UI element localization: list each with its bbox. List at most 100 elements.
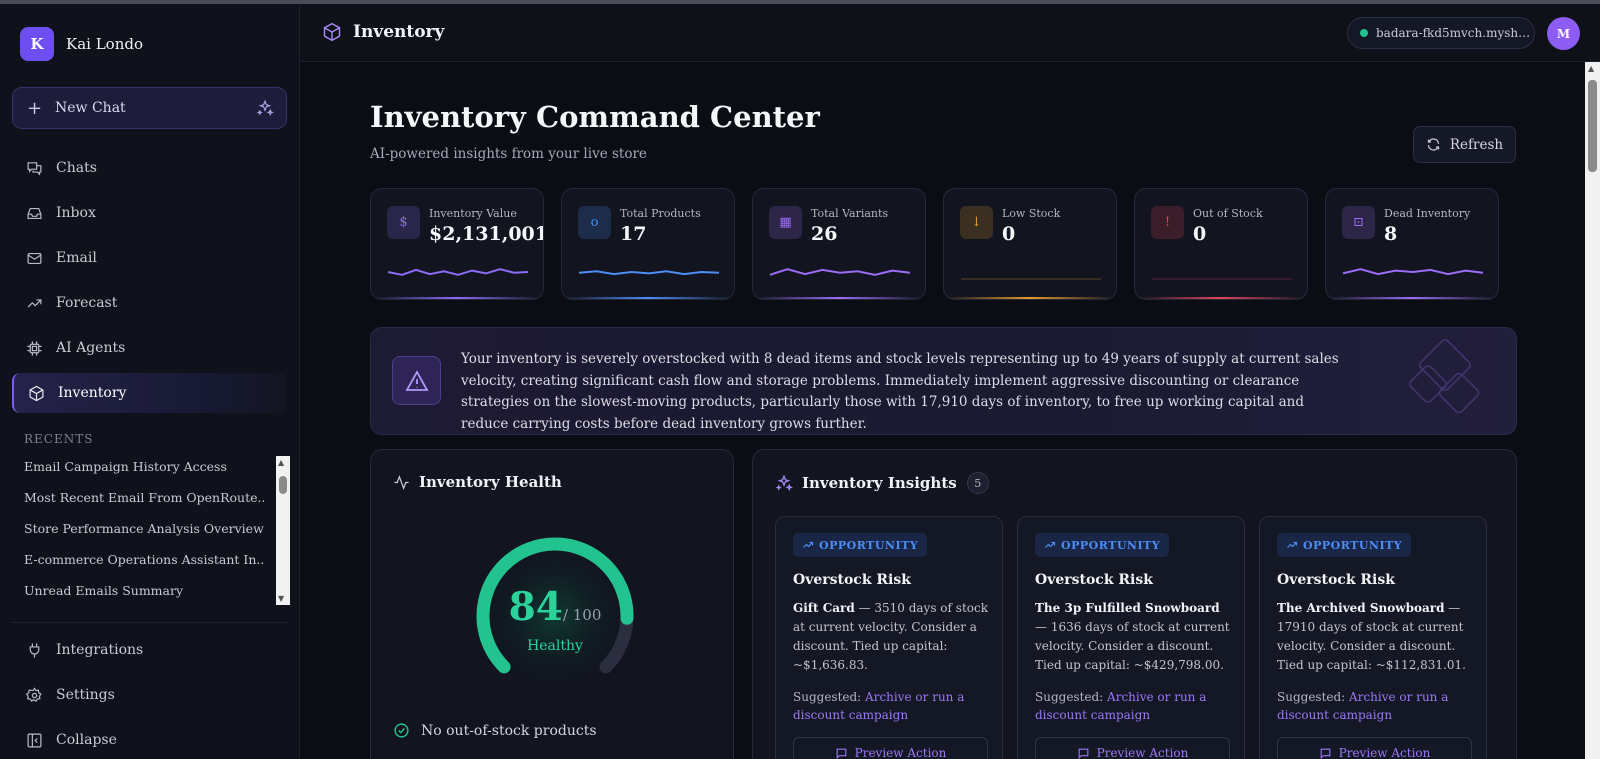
recents-heading: RECENTS	[24, 432, 94, 446]
scroll-up-arrow-icon[interactable]: ▲	[1588, 64, 1595, 73]
health-score: 84/ 100	[465, 584, 645, 630]
user-avatar[interactable]: M	[1547, 17, 1580, 50]
health-check-item: No out-of-stock products	[393, 722, 597, 739]
sparkline-path	[1342, 268, 1484, 276]
health-score-max: / 100	[562, 606, 602, 624]
sidebar-item-inventory[interactable]: Inventory	[12, 373, 287, 413]
product-name: The 3p Fulfilled Snowboard	[1035, 601, 1220, 615]
suggestion-label: Suggested:	[1035, 690, 1108, 704]
warning-icon	[392, 356, 441, 405]
box-icon	[323, 22, 341, 42]
kpi-card-total-variants[interactable]: ▦ Total Variants 26	[752, 188, 926, 300]
refresh-button[interactable]: Refresh	[1413, 126, 1516, 163]
insights-title: Inventory Insights	[802, 474, 957, 492]
insight-card: OPPORTUNITY Overstock Risk The Archived …	[1259, 516, 1487, 759]
kpi-card-low-stock[interactable]: ↓ Low Stock 0	[943, 188, 1117, 300]
inventory-health-panel: Inventory Health 84/ 100 Healthy No out-…	[370, 449, 734, 759]
badge-label: OPPORTUNITY	[819, 538, 919, 552]
box-icon	[29, 385, 44, 401]
recents-list: Email Campaign History Access Most Recen…	[24, 456, 264, 611]
main-content: Inventory badara-fkd5mvch.myshop... M In…	[300, 4, 1600, 759]
connected-status-dot	[1360, 29, 1368, 37]
sidebar-item-collapse[interactable]: Collapse	[12, 720, 287, 759]
sidebar-item-label: Inventory	[58, 385, 127, 401]
insight-description: The Archived Snowboard — 17910 days of s…	[1277, 599, 1475, 675]
kpi-row: $ Inventory Value $2,131,001 o Total Pro…	[370, 188, 1517, 300]
scroll-up-arrow-icon[interactable]: ▲	[278, 458, 285, 467]
kpi-card-inventory-value[interactable]: $ Inventory Value $2,131,001	[370, 188, 544, 300]
collapse-icon	[27, 733, 42, 747]
insight-cards: OPPORTUNITY Overstock Risk Gift Card — 3…	[775, 516, 1487, 759]
insights-count-badge: 5	[966, 472, 989, 494]
insight-detail: — 1636 days of stock at current velocity…	[1035, 620, 1230, 672]
kpi-accent-bar	[944, 297, 1116, 299]
sidebar-item-inbox[interactable]: Inbox	[12, 193, 287, 233]
workspace-switcher[interactable]: K Kai Londo	[20, 27, 143, 61]
alert-icon: !	[1151, 206, 1184, 239]
health-title: Inventory Health	[419, 473, 562, 491]
opportunity-badge: OPPORTUNITY	[793, 533, 928, 557]
kpi-value: 17	[620, 223, 647, 245]
window-top-strip	[0, 0, 1600, 4]
sidebar-item-settings[interactable]: Settings	[12, 675, 287, 715]
recent-chat-item[interactable]: Unread Emails Summary	[24, 583, 184, 598]
insight-title: Overstock Risk	[1035, 572, 1153, 588]
insight-description: Gift Card — 3510 days of stock at curren…	[793, 599, 991, 675]
recent-chat-item[interactable]: E-commerce Operations Assistant In...	[24, 552, 264, 567]
sidebar-item-integrations[interactable]: Integrations	[12, 630, 287, 670]
message-square-icon	[1320, 748, 1331, 759]
recent-chat-item[interactable]: Store Performance Analysis Overview	[24, 521, 264, 536]
new-chat-button[interactable]: + New Chat	[12, 87, 287, 129]
page-scrollbar[interactable]: ▲	[1585, 62, 1600, 759]
new-chat-label: New Chat	[55, 100, 126, 116]
kpi-accent-bar	[562, 297, 734, 299]
recents-scroll-thumb[interactable]	[279, 476, 287, 494]
inventory-insights-panel: Inventory Insights 5 OPPORTUNITY Oversto…	[752, 449, 1517, 759]
health-check-label: No out-of-stock products	[421, 722, 597, 739]
sidebar-item-chats[interactable]: Chats	[12, 148, 287, 188]
preview-action-label: Preview Action	[854, 746, 947, 759]
preview-action-button[interactable]: Preview Action	[793, 737, 988, 759]
kpi-card-out-of-stock[interactable]: ! Out of Stock 0	[1134, 188, 1308, 300]
page-scroll-thumb[interactable]	[1588, 80, 1597, 172]
refresh-label: Refresh	[1449, 136, 1504, 153]
preview-action-button[interactable]: Preview Action	[1277, 737, 1472, 759]
kpi-label: Total Products	[620, 207, 701, 220]
activity-icon	[394, 474, 409, 490]
suggestion-link[interactable]: Archive or run a discount campaign	[1277, 690, 1449, 722]
product-name: The Archived Snowboard	[1277, 601, 1445, 615]
sidebar-bottom-nav: Integrations Settings Collapse	[12, 630, 287, 759]
sidebar-item-email[interactable]: Email	[12, 238, 287, 278]
kpi-card-total-products[interactable]: o Total Products 17	[561, 188, 735, 300]
plug-icon	[29, 642, 40, 658]
store-selector[interactable]: badara-fkd5mvch.myshop...	[1347, 17, 1535, 49]
recent-chat-item[interactable]: Most Recent Email From OpenRoute...	[24, 490, 264, 505]
sidebar-item-forecast[interactable]: Forecast	[12, 283, 287, 323]
store-domain: badara-fkd5mvch.myshop...	[1376, 26, 1534, 40]
kpi-sparkline	[387, 268, 529, 276]
suggestion-link[interactable]: Archive or run a discount campaign	[1035, 690, 1207, 722]
kpi-sparkline	[578, 270, 720, 276]
suggestion-link[interactable]: Archive or run a discount campaign	[793, 690, 965, 722]
insights-heading: Inventory Insights 5	[775, 472, 989, 494]
trending-up-icon	[1287, 541, 1298, 548]
recents-scrollbar[interactable]: ▲ ▼	[276, 456, 290, 605]
arrow-down-icon: ↓	[960, 206, 993, 239]
ai-summary-text: Your inventory is severely overstocked w…	[461, 351, 1339, 432]
kpi-card-dead-inventory[interactable]: ⊡ Dead Inventory 8	[1325, 188, 1499, 300]
preview-action-button[interactable]: Preview Action	[1035, 737, 1230, 759]
kpi-value: 0	[1002, 223, 1016, 245]
cpu-icon	[27, 340, 42, 356]
sidebar-item-ai-agents[interactable]: AI Agents	[12, 328, 287, 368]
refresh-icon	[1427, 138, 1440, 151]
sidebar-item-label: Inbox	[56, 205, 96, 221]
scroll-down-arrow-icon[interactable]: ▼	[278, 594, 285, 603]
chats-icon	[27, 161, 42, 176]
recent-chat-item[interactable]: Email Campaign History Access	[24, 459, 227, 474]
sparkles-icon	[256, 99, 274, 117]
sidebar-item-label: Forecast	[56, 295, 118, 311]
sidebar-divider	[12, 622, 287, 623]
plus-icon: +	[27, 97, 43, 119]
badge-label: OPPORTUNITY	[1061, 538, 1161, 552]
insight-suggestion: Suggested: Archive or run a discount cam…	[1277, 688, 1475, 724]
